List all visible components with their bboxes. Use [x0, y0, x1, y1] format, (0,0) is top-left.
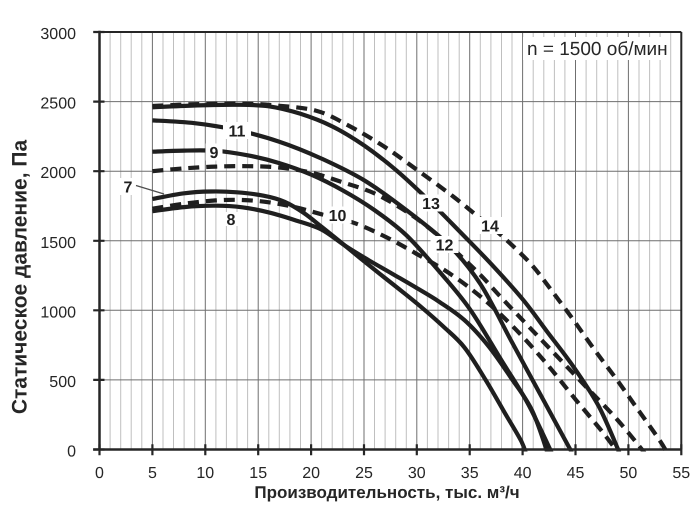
svg-text:3000: 3000: [40, 26, 76, 43]
svg-text:500: 500: [49, 374, 76, 391]
svg-text:1500: 1500: [40, 235, 76, 252]
svg-text:10: 10: [196, 465, 214, 482]
svg-text:0: 0: [95, 465, 104, 482]
svg-text:2000: 2000: [40, 165, 76, 182]
svg-text:1000: 1000: [40, 304, 76, 321]
svg-text:35: 35: [461, 465, 479, 482]
svg-text:10: 10: [329, 208, 347, 225]
svg-text:12: 12: [436, 237, 454, 254]
svg-text:14: 14: [481, 218, 499, 235]
svg-text:9: 9: [210, 145, 219, 162]
svg-text:50: 50: [620, 465, 638, 482]
svg-text:45: 45: [567, 465, 585, 482]
svg-text:7: 7: [124, 179, 133, 196]
svg-text:55: 55: [672, 465, 690, 482]
svg-text:0: 0: [67, 444, 76, 461]
svg-text:Производительность, тыс. м³/ч: Производительность, тыс. м³/ч: [254, 483, 519, 502]
svg-text:20: 20: [302, 465, 320, 482]
svg-text:40: 40: [514, 465, 532, 482]
svg-text:15: 15: [249, 465, 267, 482]
svg-text:25: 25: [355, 465, 373, 482]
svg-text:5: 5: [148, 465, 157, 482]
svg-text:n = 1500 об/мин: n = 1500 об/мин: [527, 39, 668, 60]
svg-text:30: 30: [408, 465, 426, 482]
svg-text:2500: 2500: [40, 96, 76, 113]
svg-text:11: 11: [229, 123, 246, 140]
svg-text:13: 13: [422, 196, 440, 213]
svg-text:Статическое давление, Па: Статическое давление, Па: [9, 140, 32, 415]
svg-text:8: 8: [227, 212, 236, 229]
